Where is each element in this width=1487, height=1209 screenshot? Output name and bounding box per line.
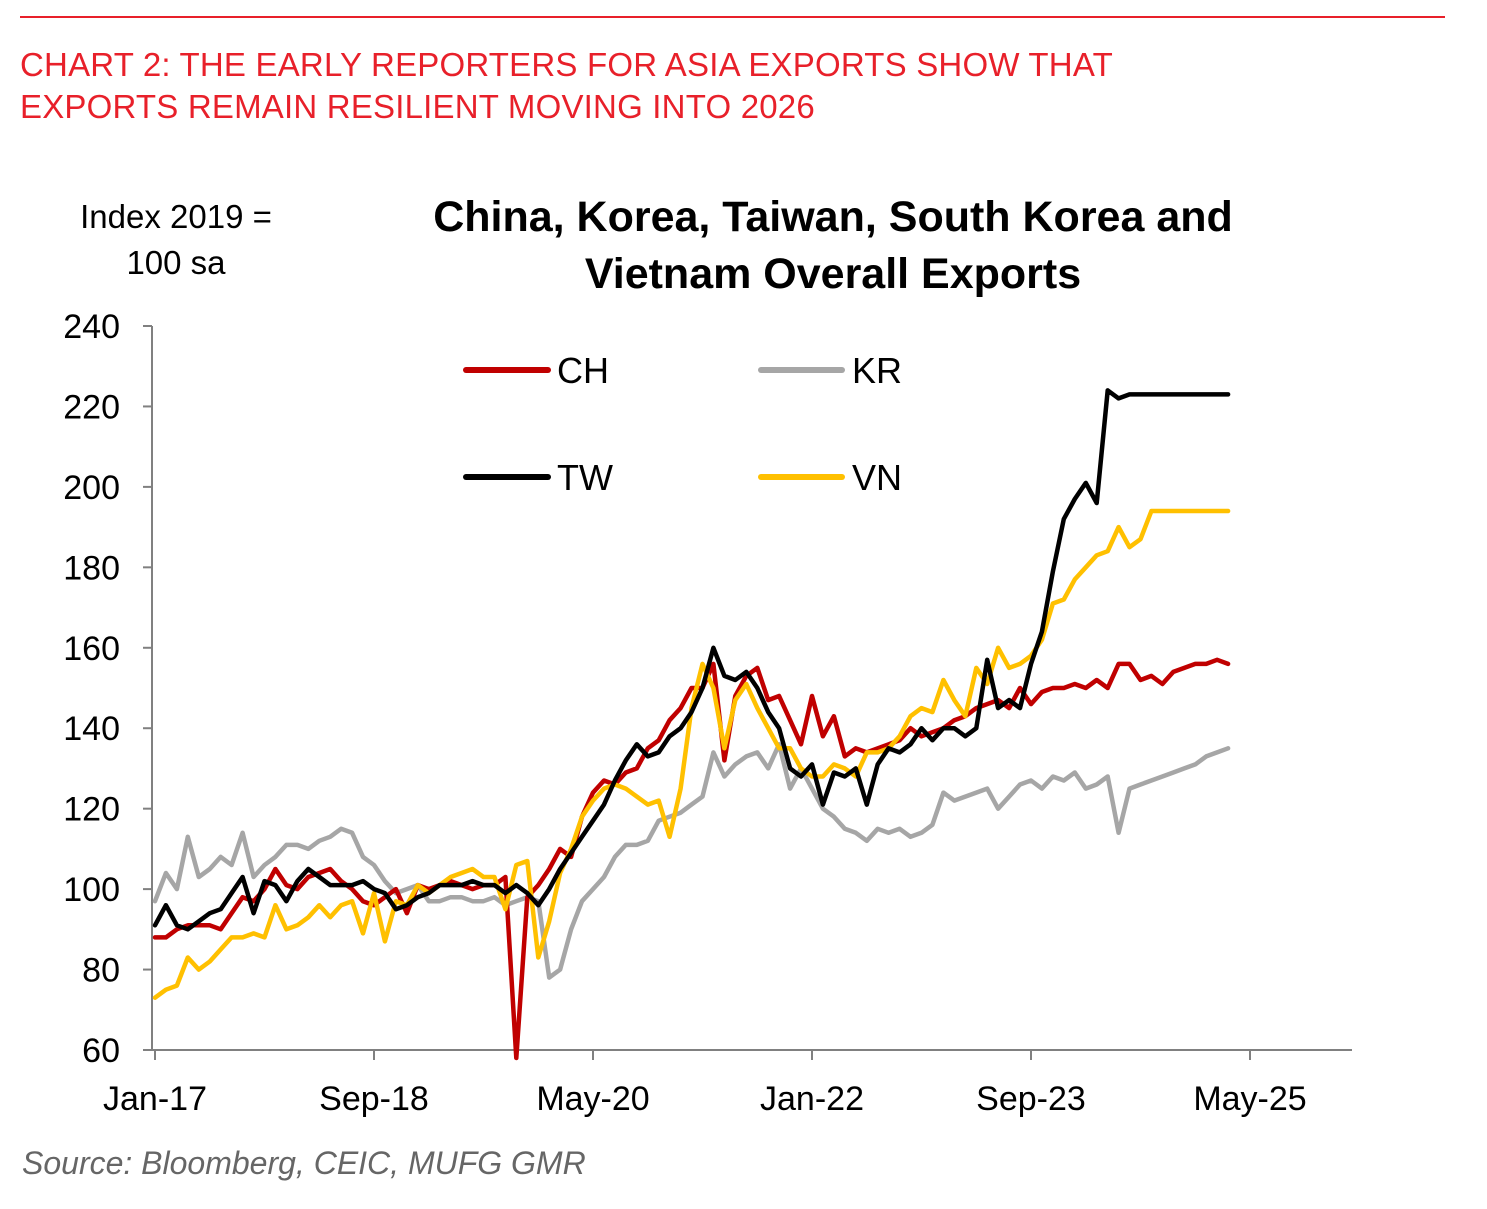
y-tick-label: 60 [82, 1032, 120, 1070]
y-tick-label: 100 [63, 871, 120, 909]
caption-line-1: CHART 2: THE EARLY REPORTERS FOR ASIA EX… [20, 46, 1113, 83]
y-tick-label: 220 [63, 388, 120, 426]
x-tick-label: Sep-18 [319, 1080, 429, 1118]
unit-label-line-2: 100 sa [126, 244, 226, 281]
x-tick-label: May-25 [1193, 1080, 1306, 1118]
x-tick-label: May-20 [536, 1080, 649, 1118]
source-note: Source: Bloomberg, CEIC, MUFG GMR [22, 1145, 586, 1181]
axes: 60 80 100 120 140 160 180 200 220 240 Jan-17 Sep-18… [63, 308, 1352, 1118]
x-tick-label: Jan-17 [103, 1080, 207, 1118]
chart-caption: CHART 2: THE EARLY REPORTERS FOR ASIA EX… [20, 44, 1440, 128]
chart-title-line-1: China, Korea, Taiwan, South Korea and [433, 193, 1233, 241]
series-line-ch [152, 657, 1231, 1061]
legend-label-kr: KR [852, 350, 902, 391]
x-tick-label: Sep-23 [976, 1080, 1086, 1118]
series-line-kr [152, 742, 1231, 980]
y-tick-label: 240 [63, 308, 120, 346]
y-tick-label: 200 [63, 469, 120, 507]
legend-label-tw: TW [557, 457, 613, 498]
chart-title-line-2: Vietnam Overall Exports [585, 250, 1081, 298]
series-line-tw [152, 388, 1231, 932]
series-layer [152, 388, 1231, 1061]
y-tick-label: 120 [63, 791, 120, 829]
legend-label-ch: CH [557, 350, 609, 391]
y-tick-label: 180 [63, 549, 120, 587]
legend-label-vn: VN [852, 457, 902, 498]
y-tick-label: 80 [82, 952, 120, 990]
y-tick-label: 140 [63, 710, 120, 748]
legend: CH KR TW VN [463, 350, 902, 498]
header-rule [20, 16, 1445, 18]
unit-label-line-1: Index 2019 = [80, 198, 272, 235]
x-tick-label: Jan-22 [760, 1080, 864, 1118]
series-line-vn [152, 508, 1231, 1000]
y-tick-label: 160 [63, 630, 120, 668]
caption-line-2: EXPORTS REMAIN RESILIENT MOVING INTO 202… [20, 88, 815, 125]
